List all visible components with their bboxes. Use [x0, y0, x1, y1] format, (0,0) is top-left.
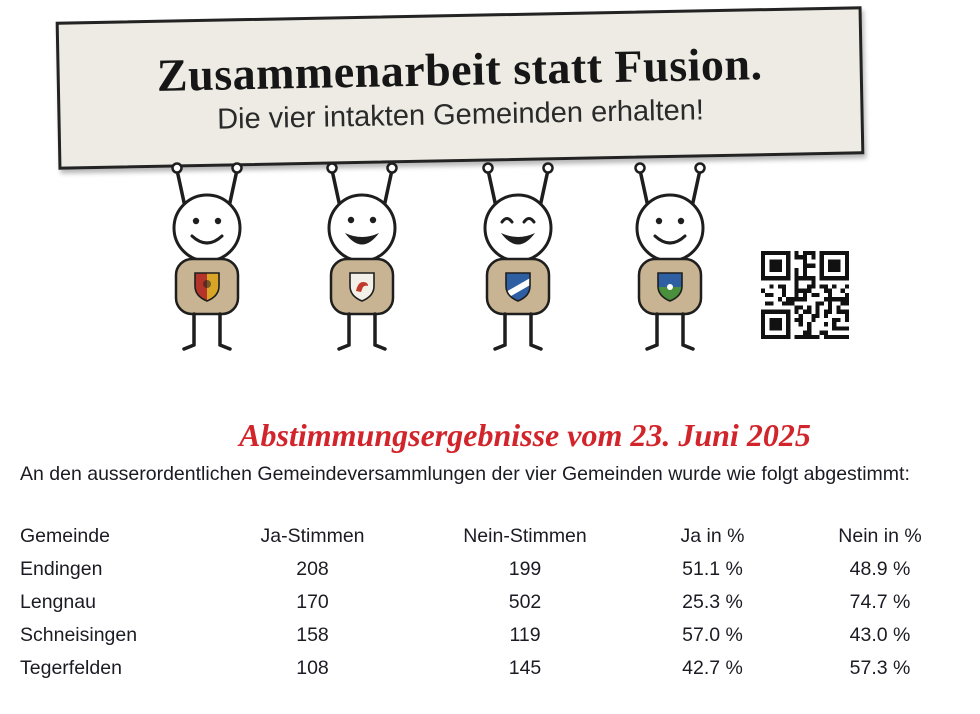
table-cell: Lengnau [20, 591, 96, 613]
qr-code [761, 251, 849, 339]
table-cell: 74.7 % [849, 591, 911, 613]
results-heading: Abstimmungsergebnisse vom 23. Juni 2025 [239, 417, 811, 453]
col-gemeinde: Gemeinde [20, 525, 110, 547]
table-cell: Schneisingen [20, 624, 138, 646]
stick-figures-illustration [170, 161, 707, 351]
col-ja-stimmen: Ja-Stimmen [260, 525, 365, 547]
table-row: Tegerfelden 108 145 42.7 % 57.3 % [20, 652, 965, 685]
results-intro: An den ausserordentlichen Gemeindeversam… [20, 463, 910, 485]
figure-1 [170, 161, 244, 351]
table-cell: 108 [296, 657, 329, 679]
table-cell: 199 [508, 558, 542, 580]
table-header-row: Gemeinde Ja-Stimmen Nein-Stimmen Ja in %… [20, 520, 965, 553]
table-cell: 43.0 % [849, 624, 911, 646]
table-cell: 502 [508, 591, 542, 613]
shield-lengnau-icon [349, 272, 375, 302]
table-cell: 57.3 % [849, 657, 911, 679]
table-cell: Endingen [20, 558, 103, 580]
table-row: Schneisingen 158 119 57.0 % 43.0 % [20, 619, 965, 652]
col-nein-prozent: Nein in % [838, 525, 922, 547]
table-cell: 25.3 % [682, 591, 743, 613]
table-cell: 51.1 % [682, 558, 743, 580]
table-cell: 170 [296, 591, 329, 613]
table-cell: 119 [509, 624, 541, 646]
table-row: Lengnau 170 502 25.3 % 74.7 % [20, 586, 965, 619]
table-cell: 145 [508, 657, 542, 679]
shield-schneisingen-icon [505, 272, 531, 302]
qr-code-icon [761, 251, 849, 339]
table-cell: 158 [296, 624, 329, 646]
figure-3 [481, 161, 555, 351]
table-cell: 42.7 % [682, 657, 743, 679]
col-ja-prozent: Ja in % [680, 525, 745, 547]
shield-endingen-icon [194, 272, 220, 302]
table-row: Endingen 208 199 51.1 % 48.9 % [20, 553, 965, 586]
figure-4 [633, 161, 707, 351]
shield-tegerfelden-icon [657, 272, 683, 302]
table-cell: 208 [296, 558, 329, 580]
figure-2 [325, 161, 399, 351]
table-cell: 57.0 % [682, 624, 743, 646]
table-cell: Tegerfelden [20, 657, 122, 679]
table-cell: 48.9 % [849, 558, 911, 580]
results-table: Gemeinde Ja-Stimmen Nein-Stimmen Ja in %… [20, 520, 965, 685]
col-nein-stimmen: Nein-Stimmen [463, 525, 587, 547]
